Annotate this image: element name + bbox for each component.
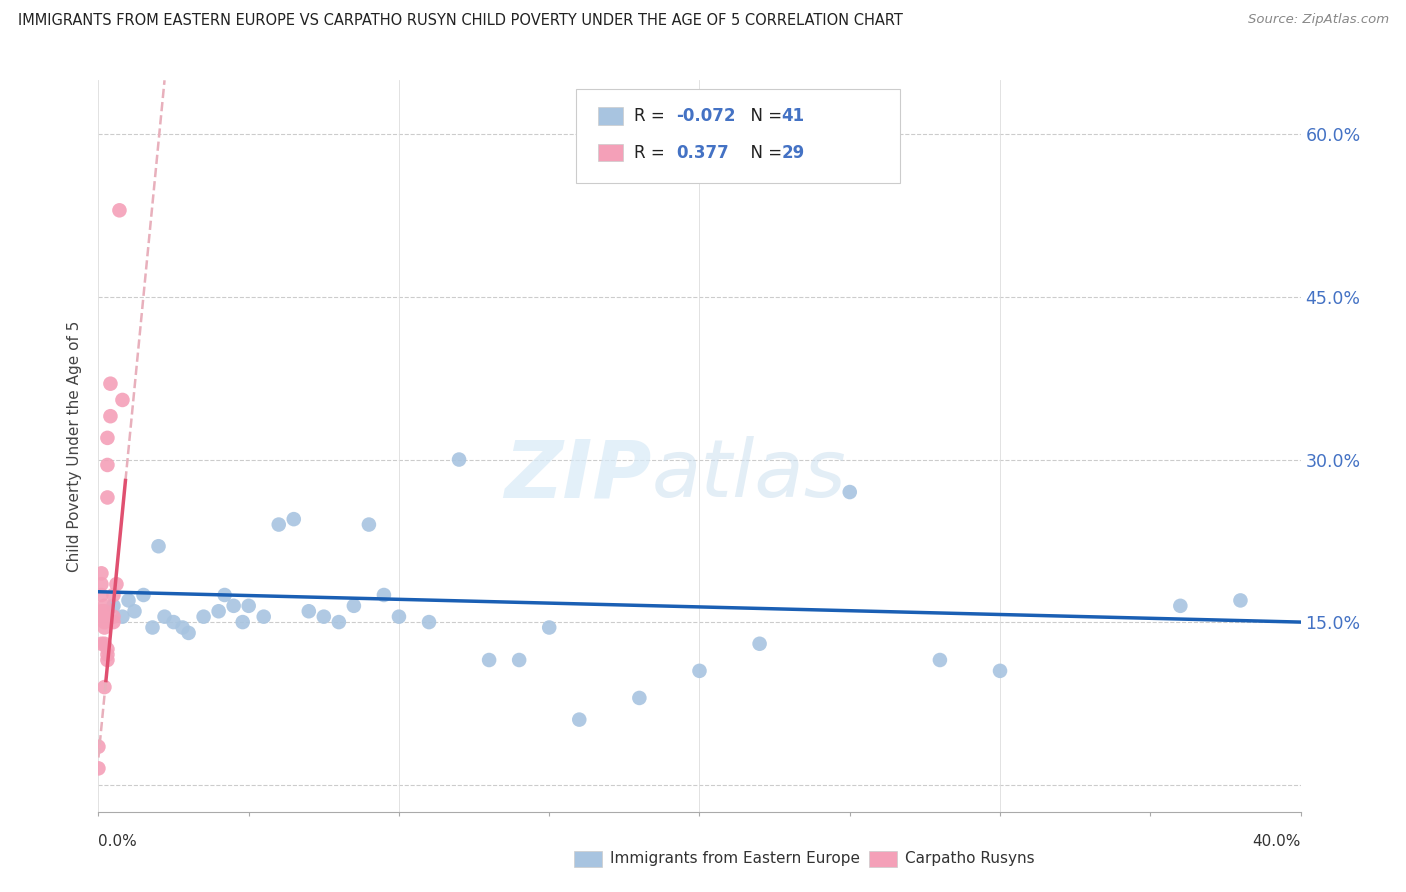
Point: [628, 690, 651, 705]
Point: [153, 609, 176, 624]
Point: [148, 539, 170, 553]
Point: [111, 392, 134, 407]
Point: [87, 739, 110, 754]
Text: IMMIGRANTS FROM EASTERN EUROPE VS CARPATHO RUSYN CHILD POVERTY UNDER THE AGE OF : IMMIGRANTS FROM EASTERN EUROPE VS CARPAT…: [18, 13, 903, 29]
Text: ZIP: ZIP: [503, 436, 651, 515]
Point: [343, 599, 366, 613]
Text: N =: N =: [740, 107, 787, 125]
Point: [929, 653, 952, 667]
Point: [100, 409, 122, 424]
Point: [93, 599, 115, 613]
Point: [267, 517, 290, 532]
Point: [838, 485, 860, 500]
Point: [208, 604, 231, 618]
Text: 40.0%: 40.0%: [1253, 834, 1301, 849]
Point: [1229, 593, 1251, 607]
Point: [1170, 599, 1192, 613]
Text: -0.072: -0.072: [676, 107, 735, 125]
Text: R =: R =: [634, 144, 671, 161]
Point: [568, 713, 591, 727]
Point: [988, 664, 1011, 678]
Point: [111, 609, 134, 624]
Point: [232, 615, 254, 629]
Point: [108, 203, 131, 218]
Point: [90, 637, 112, 651]
Point: [90, 577, 112, 591]
Point: [538, 620, 561, 634]
Point: [172, 620, 194, 634]
Point: [328, 615, 350, 629]
Point: [141, 620, 163, 634]
Point: [103, 615, 125, 629]
Point: [222, 599, 245, 613]
Point: [447, 452, 470, 467]
Point: [103, 599, 125, 613]
Point: [105, 577, 128, 591]
Point: [117, 593, 139, 607]
Point: [357, 517, 380, 532]
Point: [478, 653, 501, 667]
Point: [388, 609, 411, 624]
Point: [103, 609, 125, 624]
Point: [90, 604, 112, 618]
Point: [96, 648, 118, 662]
Text: 0.377: 0.377: [676, 144, 730, 161]
Point: [93, 615, 115, 629]
Point: [93, 604, 115, 618]
Text: atlas: atlas: [651, 436, 846, 515]
Point: [96, 653, 118, 667]
Point: [93, 620, 115, 634]
Point: [253, 609, 276, 624]
Text: N =: N =: [740, 144, 787, 161]
Text: Carpatho Rusyns: Carpatho Rusyns: [905, 851, 1035, 865]
Point: [193, 609, 215, 624]
Point: [418, 615, 440, 629]
Point: [96, 642, 118, 657]
Point: [283, 512, 305, 526]
Point: [90, 588, 112, 602]
Point: [90, 609, 112, 624]
Point: [238, 599, 260, 613]
Y-axis label: Child Poverty Under the Age of 5: Child Poverty Under the Age of 5: [67, 320, 83, 572]
Point: [103, 588, 125, 602]
Point: [373, 588, 395, 602]
Point: [100, 376, 122, 391]
Text: Source: ZipAtlas.com: Source: ZipAtlas.com: [1249, 13, 1389, 27]
Point: [214, 588, 236, 602]
Point: [132, 588, 155, 602]
Point: [124, 604, 146, 618]
Point: [93, 680, 115, 694]
Text: Immigrants from Eastern Europe: Immigrants from Eastern Europe: [610, 851, 860, 865]
Point: [748, 637, 770, 651]
Point: [87, 761, 110, 775]
Point: [298, 604, 321, 618]
Point: [508, 653, 530, 667]
Text: 29: 29: [782, 144, 806, 161]
Point: [96, 458, 118, 472]
Point: [177, 626, 200, 640]
Point: [689, 664, 711, 678]
Point: [96, 491, 118, 505]
Point: [93, 609, 115, 624]
Text: 0.0%: 0.0%: [98, 834, 138, 849]
Point: [96, 431, 118, 445]
Text: R =: R =: [634, 107, 671, 125]
Point: [162, 615, 184, 629]
Point: [312, 609, 335, 624]
Text: 41: 41: [782, 107, 804, 125]
Point: [93, 637, 115, 651]
Point: [90, 566, 112, 581]
